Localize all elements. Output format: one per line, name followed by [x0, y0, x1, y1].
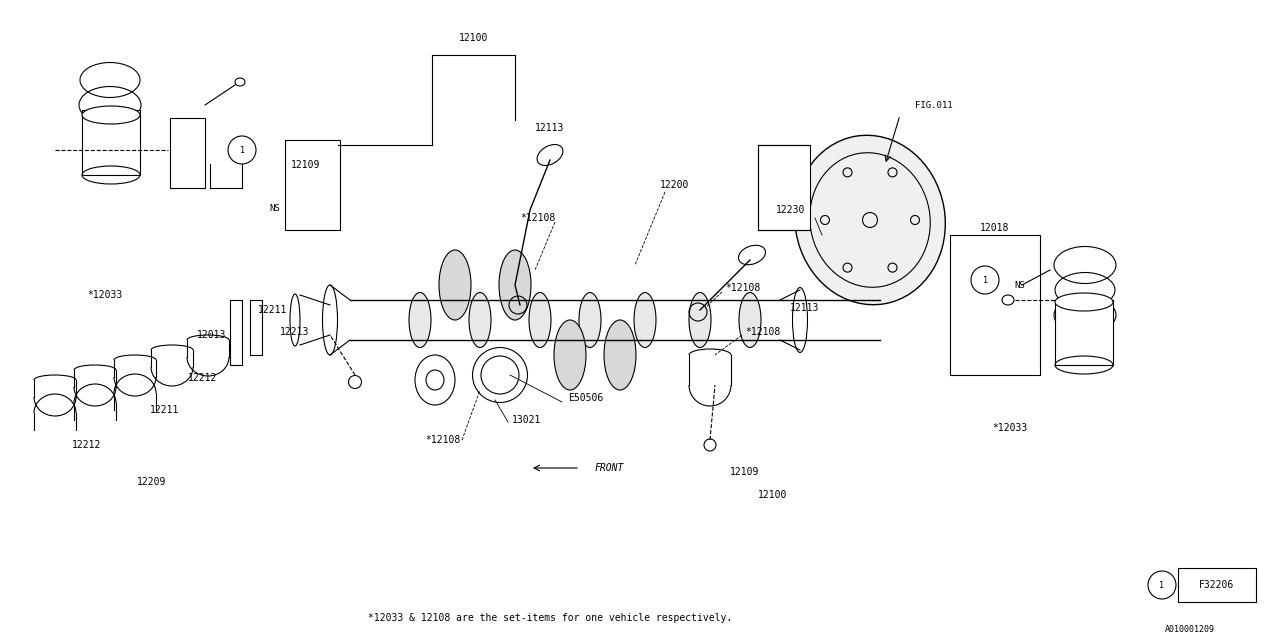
Text: 12109: 12109: [291, 160, 320, 170]
Text: 13021: 13021: [512, 415, 541, 425]
Ellipse shape: [82, 106, 140, 124]
Circle shape: [1148, 571, 1176, 599]
Text: 12209: 12209: [137, 477, 166, 487]
Text: NS: NS: [270, 204, 280, 212]
Circle shape: [972, 266, 998, 294]
Text: E50506: E50506: [568, 393, 603, 403]
Ellipse shape: [604, 320, 636, 390]
Bar: [170, 118, 205, 188]
Text: 12212: 12212: [72, 440, 101, 450]
Text: *12108: *12108: [724, 283, 760, 293]
Text: 12230: 12230: [776, 205, 805, 215]
Ellipse shape: [554, 320, 586, 390]
Bar: [1178, 568, 1256, 602]
Bar: [285, 140, 340, 230]
Circle shape: [228, 136, 256, 164]
Ellipse shape: [439, 250, 471, 320]
Text: 1: 1: [239, 145, 244, 154]
Text: FRONT: FRONT: [595, 463, 625, 473]
Text: 12211: 12211: [259, 305, 288, 315]
Text: 12113: 12113: [790, 303, 819, 313]
Bar: [950, 235, 1041, 375]
Text: A010001209: A010001209: [1165, 625, 1215, 634]
Text: 12013: 12013: [197, 330, 227, 340]
Ellipse shape: [579, 292, 602, 348]
Bar: [1055, 300, 1114, 365]
Text: 12100: 12100: [758, 490, 787, 500]
Text: *12033 & 12108 are the set-items for one vehicle respectively.: *12033 & 12108 are the set-items for one…: [367, 613, 732, 623]
Ellipse shape: [468, 292, 492, 348]
Text: *12033: *12033: [992, 423, 1028, 433]
Text: 12212: 12212: [188, 373, 218, 383]
Text: NS: NS: [1015, 280, 1025, 289]
Text: *12108: *12108: [425, 435, 460, 445]
Ellipse shape: [689, 292, 710, 348]
Text: 12213: 12213: [280, 327, 310, 337]
Text: 12109: 12109: [730, 467, 759, 477]
Text: 12200: 12200: [660, 180, 690, 190]
Text: *12108: *12108: [745, 327, 781, 337]
Ellipse shape: [739, 292, 762, 348]
Text: FIG.011: FIG.011: [915, 100, 952, 109]
Bar: [230, 300, 242, 365]
Bar: [758, 145, 810, 230]
Text: F32206: F32206: [1199, 580, 1235, 590]
Text: 12113: 12113: [535, 123, 564, 133]
Text: *12033: *12033: [87, 290, 123, 300]
Ellipse shape: [795, 135, 946, 305]
Text: 1: 1: [983, 275, 987, 285]
Text: 1: 1: [1160, 580, 1165, 589]
Bar: [82, 110, 140, 175]
Text: 12211: 12211: [150, 405, 179, 415]
Ellipse shape: [529, 292, 550, 348]
Bar: [250, 300, 262, 355]
Text: 12100: 12100: [460, 33, 489, 43]
Ellipse shape: [499, 250, 531, 320]
Text: 12018: 12018: [980, 223, 1010, 233]
Ellipse shape: [410, 292, 431, 348]
Ellipse shape: [634, 292, 657, 348]
Ellipse shape: [1055, 293, 1114, 311]
Text: *12108: *12108: [520, 213, 556, 223]
